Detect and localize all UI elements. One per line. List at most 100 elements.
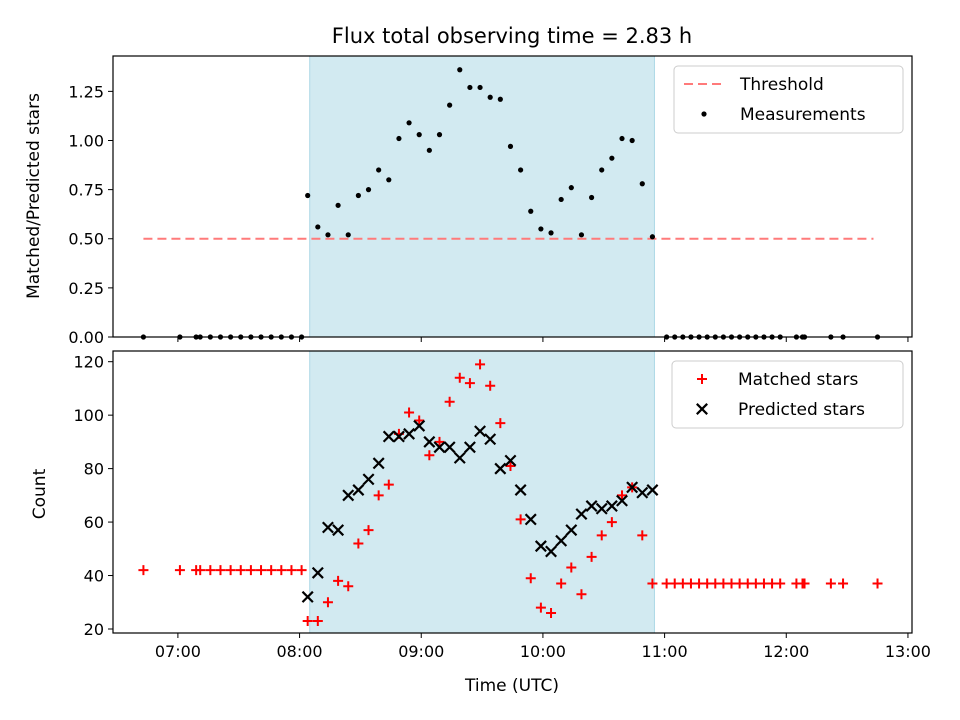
data-point — [534, 540, 547, 553]
legend: Matched stars Predicted stars — [671, 360, 904, 429]
data-point — [311, 566, 324, 579]
data-point — [575, 508, 588, 521]
data-point — [372, 457, 385, 470]
data-point — [799, 578, 810, 589]
legend-swatch — [696, 403, 708, 415]
data-point — [629, 137, 635, 144]
data-point — [286, 565, 297, 576]
data-point — [477, 84, 483, 91]
data-point — [484, 433, 497, 446]
data-point — [518, 167, 524, 173]
data-point — [413, 419, 426, 432]
data-point — [588, 194, 595, 201]
data-point — [376, 167, 382, 173]
data-point — [355, 192, 361, 199]
data-point — [333, 575, 344, 586]
data-point — [363, 525, 374, 536]
x-tick-label: 13:00 — [885, 642, 931, 661]
data-point — [595, 502, 608, 515]
data-point — [515, 514, 526, 525]
data-point — [205, 565, 216, 576]
data-point — [447, 102, 453, 108]
data-point — [507, 143, 514, 149]
data-point — [365, 187, 372, 193]
data-point — [616, 494, 628, 507]
data-point — [386, 177, 392, 183]
y-tick-label: 20 — [84, 620, 104, 639]
data-point — [646, 484, 659, 496]
x-tick-label: 12:00 — [763, 642, 809, 661]
data-point — [345, 232, 351, 238]
data-point — [416, 132, 422, 138]
data-point — [382, 430, 395, 443]
data-point — [609, 155, 615, 161]
x-tick-label: 10:00 — [520, 642, 566, 661]
series-x — [301, 419, 659, 603]
data-point — [444, 396, 455, 407]
data-point — [838, 578, 849, 589]
data-point — [605, 500, 618, 513]
data-point — [494, 462, 507, 475]
y-tick-label: 40 — [84, 567, 104, 586]
data-point — [596, 530, 607, 541]
data-point — [396, 135, 402, 142]
axes-frame — [112, 350, 913, 634]
data-point — [403, 427, 416, 440]
data-point — [528, 208, 534, 214]
data-point — [457, 67, 463, 73]
data-point — [464, 378, 475, 389]
observing-span — [309, 350, 655, 634]
legend: Threshold Measurements — [673, 65, 904, 134]
data-point — [436, 132, 443, 138]
y-tick-label: 0.25 — [68, 279, 104, 298]
data-point — [335, 202, 341, 208]
data-point — [585, 500, 598, 513]
data-point — [514, 484, 527, 496]
data-point — [443, 441, 456, 454]
bottom-panel: 07:00 08:00 09:00 10:00 11:00 12:00 13:00 20 40 6… — [73, 350, 931, 661]
data-point — [424, 450, 435, 461]
data-point — [325, 232, 331, 238]
data-point — [586, 551, 597, 562]
y-tick-label: 0.50 — [68, 230, 104, 249]
data-point — [639, 181, 645, 187]
data-point — [504, 454, 517, 467]
data-point — [343, 581, 354, 592]
data-point — [373, 490, 384, 501]
data-point — [524, 513, 537, 526]
data-point — [321, 521, 334, 534]
legend-label: Measurements — [740, 105, 866, 125]
y-tick-label: 80 — [84, 460, 104, 479]
data-point — [266, 565, 277, 576]
data-point — [576, 589, 587, 600]
top-panel: 0.00 0.25 0.50 0.75 1.00 1.25 Threshold Measure… — [68, 55, 913, 347]
x-axis-label: Time (UTC) — [464, 676, 559, 696]
chart-title: Flux total observing time = 2.83 h — [332, 24, 692, 48]
data-point — [352, 484, 365, 496]
x-tick-label: 07:00 — [155, 642, 201, 661]
data-point — [426, 147, 432, 153]
legend-label: Matched stars — [738, 370, 858, 390]
data-point — [546, 607, 557, 618]
legend-box — [671, 360, 904, 429]
data-point — [332, 524, 345, 537]
data-point — [342, 489, 355, 502]
data-point — [475, 359, 486, 370]
data-point — [195, 565, 206, 576]
data-point — [392, 430, 405, 443]
data-point — [825, 578, 836, 589]
data-point — [578, 232, 585, 238]
data-point — [487, 94, 493, 100]
y-tick-label: 100 — [73, 406, 104, 425]
data-point — [305, 192, 311, 199]
series-plus — [138, 359, 883, 626]
y-tick-label: 1.25 — [68, 82, 104, 101]
data-point — [383, 479, 394, 490]
data-point — [315, 224, 321, 230]
data-point — [545, 545, 558, 558]
data-point — [558, 196, 564, 203]
data-point — [454, 372, 465, 383]
data-point — [497, 96, 503, 102]
